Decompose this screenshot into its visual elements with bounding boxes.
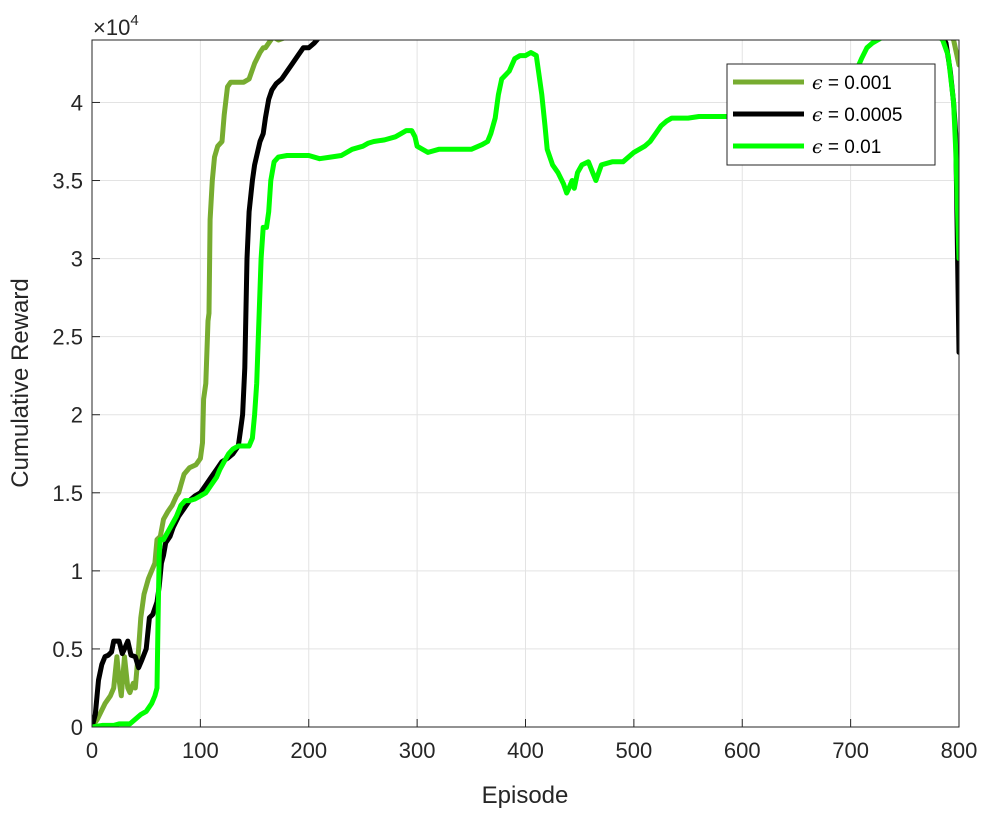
x-axis-ticks: 0 100 200 300 400 500 600 700 800 xyxy=(86,719,977,763)
x-tick-label: 400 xyxy=(507,738,544,763)
legend-epsilon-symbol: ϵ xyxy=(812,104,823,126)
legend-entry-label: = 0.001 xyxy=(823,73,892,94)
legend-entry-label: = 0.01 xyxy=(823,137,882,158)
y-tick-label: 3.5 xyxy=(52,169,83,194)
series-line-1 xyxy=(92,40,959,727)
y-axis-label: Cumulative Reward xyxy=(7,278,34,487)
legend-entry-label: = 0.0005 xyxy=(823,105,903,126)
x-tick-label: 0 xyxy=(86,738,98,763)
y-exponent-base: ×10 xyxy=(93,15,130,40)
y-tick-label: 1 xyxy=(71,559,83,584)
x-tick-label: 300 xyxy=(399,738,436,763)
x-tick-label: 200 xyxy=(290,738,327,763)
x-tick-label: 500 xyxy=(616,738,653,763)
y-tick-label: 3 xyxy=(71,247,83,272)
y-tick-label: 0.5 xyxy=(52,637,83,662)
legend-epsilon-symbol: ϵ xyxy=(812,136,823,158)
y-axis-ticks: 0 0.5 1 1.5 2 2.5 3 3.5 4 xyxy=(52,90,100,740)
y-tick-label: 2 xyxy=(71,403,83,428)
y-exponent-label: ×104 xyxy=(93,12,139,40)
x-tick-label: 600 xyxy=(724,738,761,763)
x-axis-label: Episode xyxy=(482,782,569,809)
legend-entry-1: ϵ = 0.0005 xyxy=(812,104,902,126)
x-tick-label: 700 xyxy=(832,738,869,763)
y-exponent-power: 4 xyxy=(130,12,138,29)
y-tick-label: 4 xyxy=(71,90,83,115)
legend-entry-2: ϵ = 0.01 xyxy=(812,136,881,158)
legend-entry-0: ϵ = 0.001 xyxy=(812,72,892,94)
x-tick-label: 100 xyxy=(182,738,219,763)
legend-epsilon-symbol: ϵ xyxy=(812,72,823,94)
y-tick-label: 1.5 xyxy=(52,481,83,506)
x-tick-label: 800 xyxy=(941,738,978,763)
y-tick-label: 2.5 xyxy=(52,325,83,350)
y-tick-label: 0 xyxy=(71,715,83,740)
